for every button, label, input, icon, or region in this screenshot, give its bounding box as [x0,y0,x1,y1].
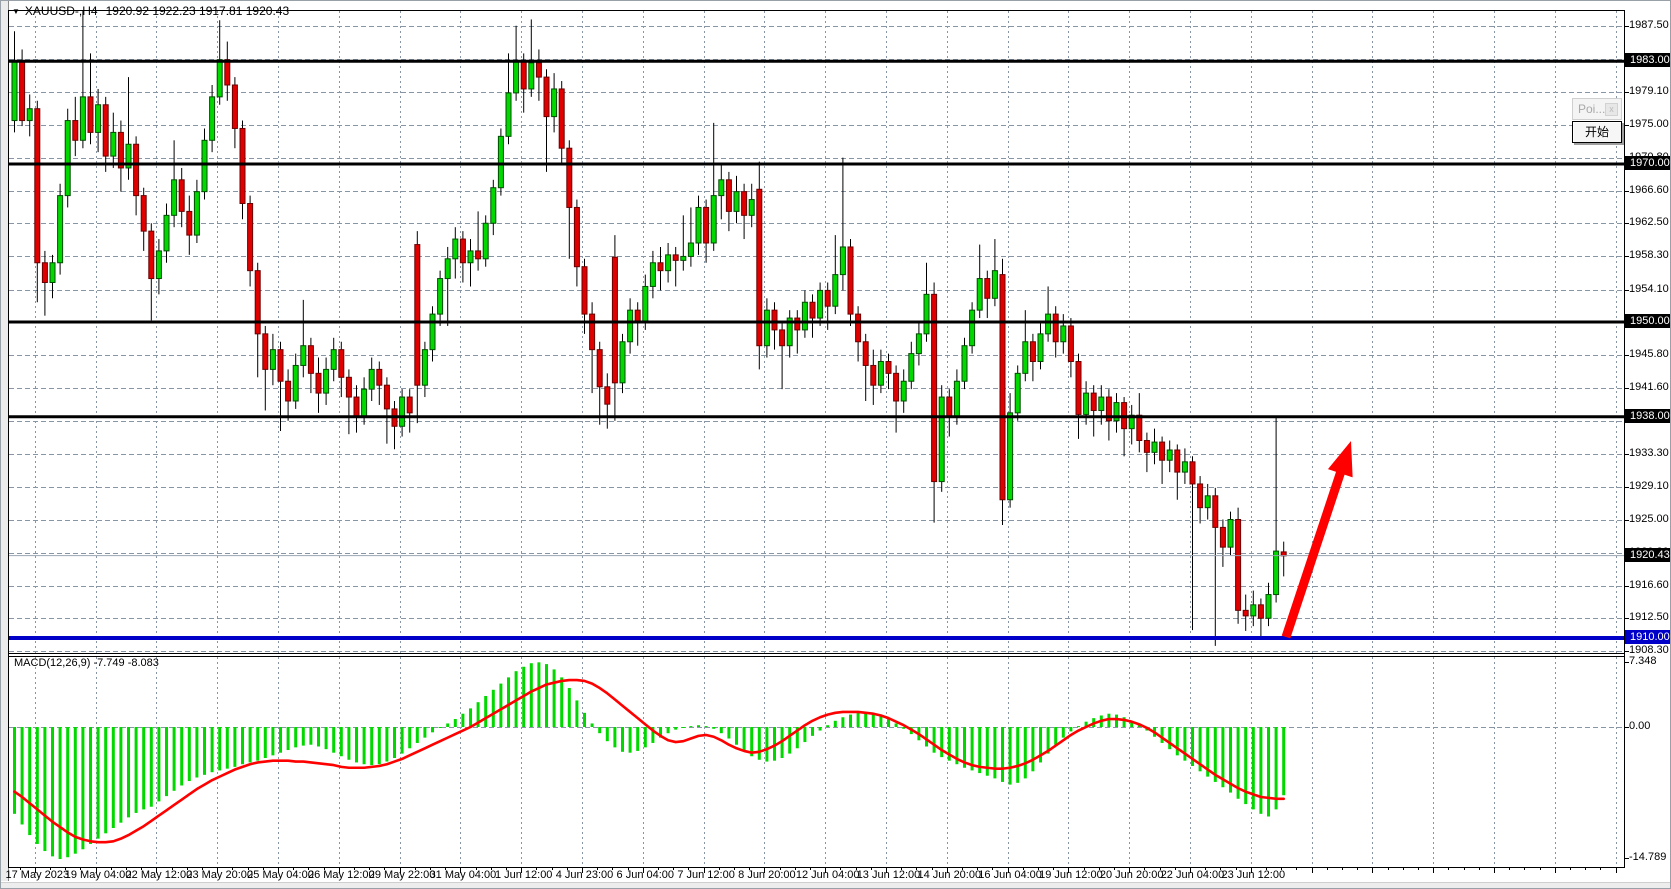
status-strip [1,882,1670,888]
close-icon[interactable]: x [1605,103,1618,116]
popup-titlebar[interactable]: Poi... x [1572,98,1622,120]
overlay-popup: Poi... x 开始 [1572,98,1622,143]
macd-axis-bottom-label: -14.789 [1629,851,1667,863]
macd-indicator-label: MACD(12,26,9) -7.749 -8.083 [14,657,159,669]
popup-title: Poi... [1578,102,1606,116]
macd-axis-zero-label: 0.00 [1629,720,1651,732]
symbol-dropdown-icon[interactable]: ▼ [12,7,20,16]
chart-symbol-label: XAUUSD-,H4 [24,4,98,18]
macd-axis-top-label: 7.348 [1629,655,1657,667]
start-button[interactable]: 开始 [1572,121,1622,143]
chart-title: ▼ XAUUSD-,H4 1920.92 1922.23 1917.81 1920.… [12,4,289,18]
chart-ohlc-values: 1920.92 1922.23 1917.81 1920.43 [105,4,290,18]
